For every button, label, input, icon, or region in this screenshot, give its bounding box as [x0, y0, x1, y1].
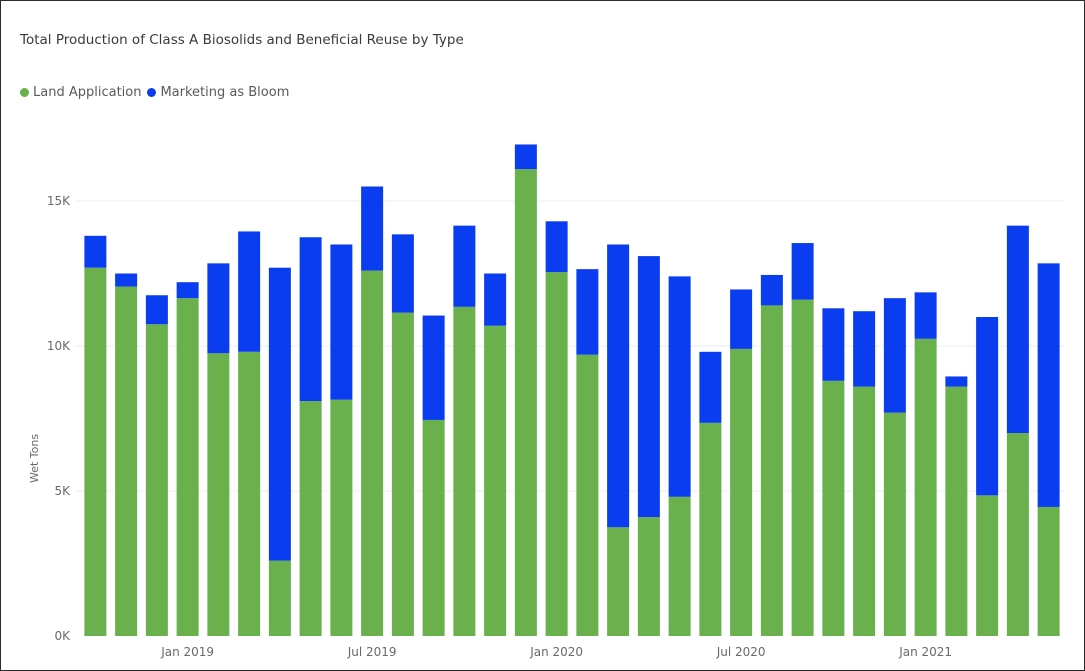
bar-land-application: [207, 353, 230, 636]
x-tick-label: Jul 2019: [347, 645, 397, 659]
bar-land-application: [914, 338, 937, 636]
bar-land-application: [822, 380, 845, 636]
bar-marketing-as-bloom: [1006, 225, 1029, 433]
y-tick-label: 10K: [47, 339, 71, 353]
bar-marketing-as-bloom: [391, 234, 414, 313]
bar-marketing-as-bloom: [268, 267, 291, 561]
bar-marketing-as-bloom: [84, 235, 107, 268]
bar-land-application: [361, 270, 384, 636]
y-axis-label: Wet Tons: [28, 434, 41, 483]
chart-legend: Land Application Marketing as Bloom: [20, 85, 295, 100]
bar-marketing-as-bloom: [330, 244, 353, 400]
bar-land-application: [883, 412, 906, 636]
bar-marketing-as-bloom: [422, 315, 445, 420]
bar-land-application: [391, 312, 414, 636]
bar-land-application: [699, 422, 722, 636]
bar-marketing-as-bloom: [791, 243, 814, 300]
legend-label-land-application: Land Application: [33, 85, 142, 100]
bar-marketing-as-bloom: [207, 263, 230, 354]
x-tick-label: Jan 2019: [160, 645, 214, 659]
bar-land-application: [730, 348, 753, 636]
bar-marketing-as-bloom: [361, 186, 384, 271]
bar-land-application: [853, 386, 876, 636]
bar-land-application: [268, 560, 291, 636]
bar-land-application: [115, 286, 138, 636]
bar-land-application: [299, 401, 322, 636]
bar-marketing-as-bloom: [730, 289, 753, 349]
bar-marketing-as-bloom: [976, 317, 999, 496]
bar-land-application: [453, 306, 476, 636]
bar-land-application: [238, 351, 261, 636]
bar-marketing-as-bloom: [945, 376, 968, 387]
bar-marketing-as-bloom: [514, 144, 537, 170]
bar-land-application: [1006, 433, 1029, 636]
bar-land-application: [945, 386, 968, 636]
bar-land-application: [760, 305, 783, 636]
bar-marketing-as-bloom: [176, 282, 199, 299]
legend-item-marketing-as-bloom[interactable]: Marketing as Bloom: [147, 85, 289, 100]
bar-marketing-as-bloom: [760, 274, 783, 306]
bar-land-application: [976, 495, 999, 636]
legend-marker-land-application: [20, 88, 29, 97]
bar-land-application: [145, 324, 168, 636]
y-tick-label: 0K: [54, 629, 71, 643]
bar-land-application: [422, 419, 445, 636]
bar-marketing-as-bloom: [238, 231, 261, 352]
bar-marketing-as-bloom: [822, 308, 845, 381]
bar-land-application: [668, 496, 691, 636]
y-tick-label: 5K: [54, 484, 71, 498]
bar-marketing-as-bloom: [545, 221, 568, 273]
bar-marketing-as-bloom: [637, 256, 660, 518]
bar-marketing-as-bloom: [607, 244, 630, 528]
bar-land-application: [545, 272, 568, 636]
bar-land-application: [84, 267, 107, 636]
legend-item-land-application[interactable]: Land Application: [20, 85, 141, 100]
bar-land-application: [791, 299, 814, 636]
x-tick-label: Jan 2021: [898, 645, 952, 659]
bar-marketing-as-bloom: [299, 237, 322, 402]
bar-land-application: [514, 169, 537, 636]
bar-land-application: [176, 298, 199, 636]
bar-land-application: [637, 517, 660, 636]
bar-marketing-as-bloom: [576, 269, 599, 355]
bar-marketing-as-bloom: [484, 273, 507, 326]
bar-marketing-as-bloom: [699, 351, 722, 423]
bar-land-application: [330, 399, 353, 636]
bar-marketing-as-bloom: [115, 273, 138, 287]
legend-marker-marketing-as-bloom: [147, 88, 157, 97]
bar-marketing-as-bloom: [453, 225, 476, 307]
bar-marketing-as-bloom: [914, 292, 937, 339]
bar-land-application: [484, 325, 507, 636]
y-tick-label: 15K: [47, 194, 71, 208]
bar-land-application: [607, 527, 630, 636]
chart-title: Total Production of Class A Biosolids an…: [20, 32, 464, 48]
bar-marketing-as-bloom: [853, 311, 876, 387]
bar-marketing-as-bloom: [1037, 263, 1060, 507]
bar-marketing-as-bloom: [668, 276, 691, 497]
x-tick-label: Jul 2020: [716, 645, 766, 659]
bar-marketing-as-bloom: [145, 295, 168, 325]
bar-land-application: [576, 354, 599, 636]
bar-marketing-as-bloom: [883, 298, 906, 413]
legend-label-marketing-as-bloom: Marketing as Bloom: [160, 85, 290, 100]
bar-land-application: [1037, 506, 1060, 636]
x-tick-label: Jan 2020: [529, 645, 583, 659]
